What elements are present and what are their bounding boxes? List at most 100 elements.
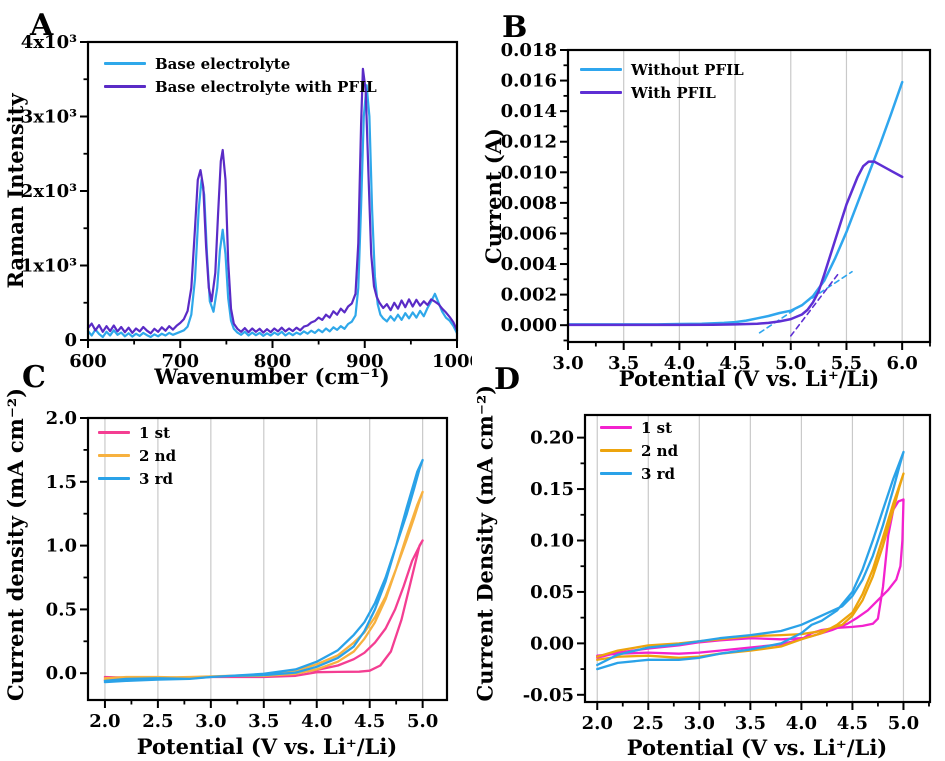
legend-label: Without PFIL — [631, 60, 744, 79]
svg-text:4.5: 4.5 — [354, 711, 385, 732]
legend-item: 1 st — [600, 416, 678, 439]
svg-text:0.0: 0.0 — [46, 663, 77, 684]
panel-a-legend: Base electrolyte Base electrolyte with PF… — [104, 52, 377, 98]
svg-text:4.0: 4.0 — [786, 713, 817, 734]
svg-text:1x10³: 1x10³ — [21, 256, 77, 277]
panel-d-x-axis-title: Potential (V vs. Li⁺/Li) — [626, 735, 888, 760]
legend-label: 3 rd — [139, 469, 174, 488]
legend-label: 1 st — [641, 418, 673, 437]
svg-text:2.5: 2.5 — [633, 713, 664, 734]
legend-label: 2 nd — [641, 441, 679, 460]
svg-text:1.5: 1.5 — [46, 472, 77, 493]
svg-text:0.014: 0.014 — [501, 101, 557, 122]
legend-label: Base electrolyte — [155, 54, 291, 73]
legend-line-swatch — [600, 426, 632, 429]
panel-c-y-axis-title: Current density (mA cm⁻²) — [3, 387, 28, 701]
svg-text:0.15: 0.15 — [530, 479, 574, 500]
legend-label: 3 rd — [641, 464, 676, 483]
panel-c-legend: 1 st 2 nd 3 rd — [98, 421, 176, 490]
svg-text:2.5: 2.5 — [142, 711, 173, 732]
panel-d-legend: 1 st 2 nd 3 rd — [600, 416, 678, 485]
legend-line-swatch — [98, 431, 130, 434]
svg-text:2.0: 2.0 — [582, 713, 613, 734]
legend-item: 3 rd — [98, 467, 176, 490]
panel-d-y-axis-title: Current Density (mA cm⁻²) — [472, 384, 498, 702]
panel-c-x-axis-title: Potential (V vs. Li⁺/Li) — [136, 734, 398, 759]
legend-line-swatch — [98, 477, 130, 480]
svg-text:0.10: 0.10 — [530, 530, 574, 551]
svg-text:1.0: 1.0 — [46, 536, 77, 557]
svg-text:3x10³: 3x10³ — [21, 107, 77, 128]
legend-line-swatch — [104, 85, 146, 88]
svg-text:6.0: 6.0 — [886, 353, 917, 374]
svg-text:4.5: 4.5 — [719, 353, 750, 374]
svg-text:900: 900 — [346, 351, 384, 372]
svg-text:0.018: 0.018 — [501, 40, 557, 61]
svg-text:5.0: 5.0 — [888, 713, 919, 734]
svg-text:0.5: 0.5 — [46, 599, 77, 620]
legend-line-swatch — [600, 449, 632, 452]
svg-text:0.008: 0.008 — [501, 193, 557, 214]
svg-text:0.000: 0.000 — [501, 315, 557, 336]
svg-text:3.0: 3.0 — [195, 711, 226, 732]
legend-item: Base electrolyte with PFIL — [104, 75, 377, 98]
panel-b-plot: 3.0 3.5 4.0 4.5 5.0 5.5 6.0 0.000 0.002 0.004 0.00… — [501, 40, 932, 374]
legend-label: 2 nd — [139, 446, 177, 465]
svg-text:0.00: 0.00 — [530, 633, 574, 654]
legend-line-swatch — [580, 91, 622, 94]
svg-text:-0.05: -0.05 — [523, 685, 574, 706]
svg-text:0.002: 0.002 — [501, 285, 557, 306]
svg-text:0: 0 — [64, 330, 77, 351]
legend-line-swatch — [98, 454, 130, 457]
legend-item: With PFIL — [580, 81, 744, 104]
svg-text:5.5: 5.5 — [831, 353, 862, 374]
svg-text:0.012: 0.012 — [501, 132, 557, 153]
panel-b-x-axis-title: Potential (V vs. Li⁺/Li) — [618, 366, 880, 391]
svg-text:0.004: 0.004 — [501, 254, 557, 275]
svg-text:3.5: 3.5 — [248, 711, 279, 732]
legend-item: 2 nd — [98, 444, 176, 467]
panel-a-x-axis-title: Wavenumber (cm⁻¹) — [154, 364, 390, 389]
svg-text:3.0: 3.0 — [552, 353, 583, 374]
legend-line-swatch — [104, 62, 146, 65]
svg-text:2.0: 2.0 — [89, 711, 120, 732]
panel-b-y-axis-title: Current (A) — [481, 128, 506, 264]
panel-label-a: A — [30, 8, 54, 43]
panel-a-y-axis-title: Raman Intensity — [3, 93, 28, 289]
svg-text:600: 600 — [69, 351, 107, 372]
legend-line-swatch — [600, 472, 632, 475]
svg-text:2.0: 2.0 — [46, 408, 77, 429]
legend-item: 1 st — [98, 421, 176, 444]
svg-text:0.010: 0.010 — [501, 162, 557, 183]
svg-text:700: 700 — [161, 351, 199, 372]
legend-label: With PFIL — [631, 83, 716, 102]
svg-text:4x10³: 4x10³ — [21, 32, 77, 53]
svg-text:4.0: 4.0 — [301, 711, 332, 732]
panel-label-d: D — [494, 362, 521, 397]
svg-text:0.05: 0.05 — [530, 582, 574, 603]
legend-item: 2 nd — [600, 439, 678, 462]
panel-b-legend: Without PFIL With PFIL — [580, 58, 744, 104]
svg-text:0.20: 0.20 — [530, 428, 574, 449]
svg-text:2x10³: 2x10³ — [21, 181, 77, 202]
panel-label-b: B — [502, 10, 528, 45]
legend-item: Without PFIL — [580, 58, 744, 81]
panel-d-plot: 2.0 2.5 3.0 3.5 4.0 4.5 5.0 -0.05 0.00 0.05 0.10 0.… — [523, 413, 932, 734]
svg-text:5.0: 5.0 — [407, 711, 438, 732]
legend-line-swatch — [580, 68, 622, 71]
svg-text:4.5: 4.5 — [837, 713, 868, 734]
legend-item: Base electrolyte — [104, 52, 377, 75]
svg-text:0.006: 0.006 — [501, 223, 557, 244]
svg-text:3.5: 3.5 — [608, 353, 639, 374]
legend-label: 1 st — [139, 423, 171, 442]
svg-text:3.0: 3.0 — [684, 713, 715, 734]
svg-text:5.0: 5.0 — [775, 353, 806, 374]
panel-c-plot: 2.0 2.5 3.0 3.5 4.0 4.5 5.0 0.0 0.5 1.0 1.5 2.0 — [46, 408, 449, 732]
legend-label: Base electrolyte with PFIL — [155, 77, 377, 96]
legend-item: 3 rd — [600, 462, 678, 485]
svg-text:800: 800 — [254, 351, 292, 372]
svg-text:4.0: 4.0 — [664, 353, 695, 374]
svg-text:3.5: 3.5 — [735, 713, 766, 734]
